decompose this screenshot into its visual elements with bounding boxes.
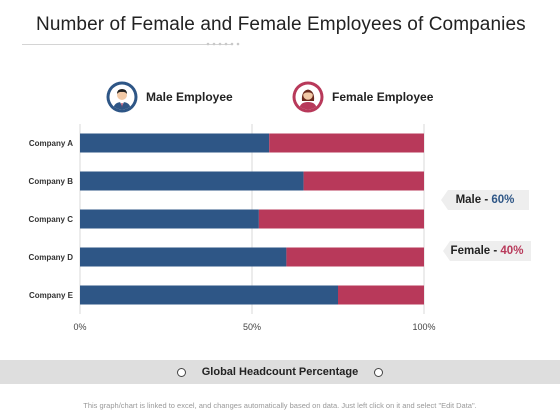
legend-male-label: Male Employee — [146, 90, 233, 104]
chart-title: Number of Female and Female Employees of… — [36, 14, 526, 35]
bar-male-4 — [80, 247, 287, 267]
bar-female-1 — [269, 133, 424, 153]
callout-female-label: Female - — [450, 245, 501, 257]
footer-note: This graph/chart is linked to excel, and… — [83, 401, 477, 410]
legend-female: Female Employee — [292, 80, 433, 114]
legend-male: Male Employee — [106, 80, 233, 114]
callout-female: Female - 40% — [442, 240, 532, 262]
y-tick-label: Company D — [29, 253, 74, 262]
callout-male-value: 60% — [491, 194, 515, 206]
x-axis-title: Global Headcount Percentage — [201, 366, 359, 378]
callout-female-shape — [443, 241, 531, 261]
bar-female-5 — [338, 285, 424, 305]
bar-male-1 — [80, 133, 270, 153]
x-tick-label: 100% — [412, 322, 435, 332]
callout-female-value: 40% — [500, 245, 524, 257]
bar-male-5 — [80, 285, 338, 305]
footer-axis-title-bar: Global Headcount Percentage — [0, 360, 560, 384]
callout-male-shape — [441, 190, 529, 210]
y-tick-label: Company C — [29, 215, 74, 224]
callout-male: Male - 60% — [440, 189, 530, 211]
bar-male-2 — [80, 171, 304, 191]
x-tick-label: 0% — [73, 322, 86, 332]
y-tick-label: Company E — [29, 291, 74, 300]
bar-male-3 — [80, 209, 259, 229]
bar-female-2 — [303, 171, 424, 191]
x-tick-label: 50% — [243, 322, 261, 332]
bar-female-3 — [258, 209, 424, 229]
bar-female-4 — [286, 247, 424, 267]
callout-male-label: Male - — [455, 194, 492, 206]
title-dots-decoration — [206, 42, 240, 46]
footer-left-circle-icon — [176, 367, 186, 377]
female-avatar-icon — [292, 81, 324, 113]
y-tick-label: Company B — [29, 177, 74, 186]
title-divider — [22, 44, 232, 45]
legend-female-label: Female Employee — [332, 90, 434, 104]
y-tick-label: Company A — [29, 139, 73, 148]
male-avatar-icon — [106, 81, 138, 113]
footer-right-circle-icon — [374, 367, 384, 377]
